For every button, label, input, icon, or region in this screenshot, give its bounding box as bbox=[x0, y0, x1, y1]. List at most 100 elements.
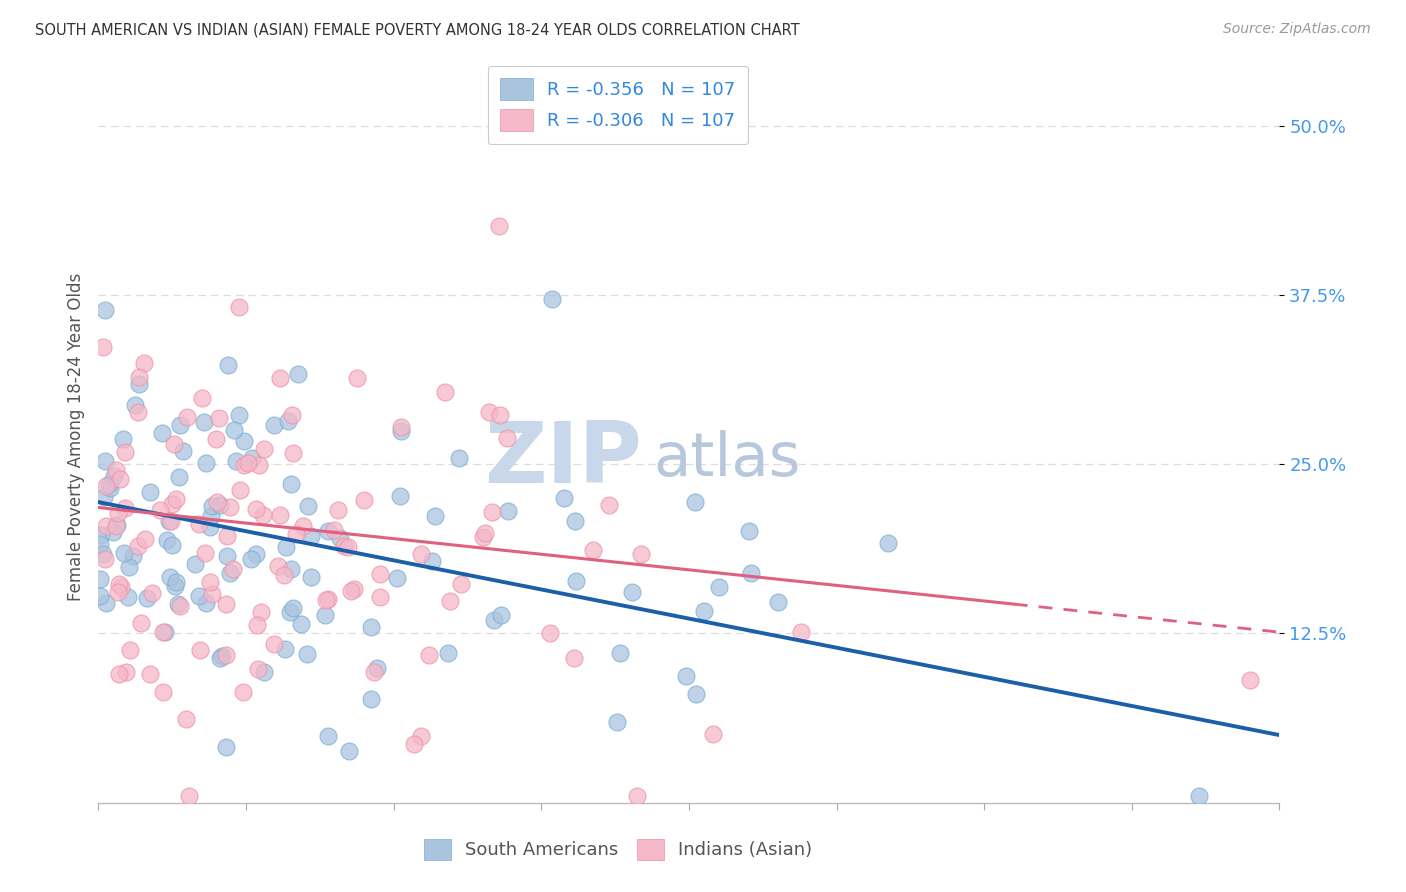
Point bbox=[246, 618, 269, 632]
Point bbox=[346, 370, 368, 384]
Point bbox=[172, 443, 194, 458]
Point bbox=[685, 686, 707, 700]
Point bbox=[245, 547, 267, 561]
Point bbox=[149, 503, 172, 517]
Y-axis label: Female Poverty Among 18-24 Year Olds: Female Poverty Among 18-24 Year Olds bbox=[66, 273, 84, 601]
Point bbox=[498, 504, 520, 518]
Point bbox=[90, 528, 112, 542]
Point bbox=[253, 665, 276, 679]
Point bbox=[239, 551, 262, 566]
Point bbox=[219, 566, 242, 581]
Point bbox=[222, 562, 245, 576]
Point bbox=[360, 620, 382, 634]
Point bbox=[630, 548, 652, 562]
Point bbox=[582, 542, 605, 557]
Point bbox=[115, 665, 138, 679]
Point bbox=[332, 539, 354, 553]
Point bbox=[247, 662, 270, 676]
Text: SOUTH AMERICAN VS INDIAN (ASIAN) FEMALE POVERTY AMONG 18-24 YEAR OLDS CORRELATIO: SOUTH AMERICAN VS INDIAN (ASIAN) FEMALE … bbox=[35, 22, 800, 37]
Point bbox=[193, 415, 215, 429]
Point bbox=[228, 409, 250, 423]
Point bbox=[291, 519, 314, 533]
Point bbox=[598, 498, 620, 512]
Point bbox=[218, 500, 240, 514]
Point bbox=[274, 641, 297, 656]
Point bbox=[222, 423, 245, 437]
Point bbox=[208, 498, 231, 512]
Point bbox=[273, 568, 295, 582]
Point bbox=[439, 594, 461, 608]
Point bbox=[155, 625, 177, 640]
Point bbox=[269, 370, 291, 384]
Point bbox=[339, 584, 361, 599]
Point bbox=[245, 502, 267, 516]
Point bbox=[132, 356, 155, 370]
Point bbox=[200, 508, 222, 523]
Point bbox=[150, 425, 173, 440]
Text: Source: ZipAtlas.com: Source: ZipAtlas.com bbox=[1223, 22, 1371, 37]
Point bbox=[167, 470, 190, 484]
Point bbox=[252, 508, 274, 522]
Point bbox=[160, 538, 183, 552]
Point bbox=[128, 376, 150, 391]
Point bbox=[89, 537, 111, 551]
Point bbox=[232, 684, 254, 698]
Point bbox=[194, 545, 217, 559]
Point bbox=[606, 715, 628, 730]
Point bbox=[201, 500, 224, 514]
Point bbox=[97, 476, 120, 491]
Point bbox=[675, 669, 697, 683]
Point bbox=[108, 667, 131, 681]
Point bbox=[165, 492, 187, 507]
Point bbox=[329, 531, 352, 545]
Point bbox=[363, 665, 385, 680]
Point bbox=[247, 458, 270, 473]
Point bbox=[127, 405, 149, 419]
Point bbox=[225, 453, 247, 467]
Point bbox=[118, 560, 141, 574]
Point bbox=[297, 499, 319, 513]
Point bbox=[337, 744, 360, 758]
Point bbox=[215, 549, 238, 563]
Point bbox=[737, 524, 759, 538]
Point bbox=[217, 529, 239, 543]
Point bbox=[110, 472, 132, 486]
Point bbox=[297, 647, 319, 661]
Point bbox=[489, 408, 512, 422]
Point bbox=[124, 399, 146, 413]
Point bbox=[89, 572, 111, 586]
Point bbox=[388, 489, 411, 503]
Point bbox=[489, 607, 512, 622]
Point bbox=[277, 414, 299, 428]
Point bbox=[107, 585, 129, 599]
Point bbox=[693, 604, 716, 618]
Point bbox=[447, 451, 470, 466]
Point bbox=[481, 505, 503, 519]
Point bbox=[283, 600, 305, 615]
Text: ZIP: ZIP bbox=[484, 417, 641, 500]
Point bbox=[98, 481, 121, 495]
Point bbox=[208, 411, 231, 425]
Legend: South Americans, Indians (Asian): South Americans, Indians (Asian) bbox=[416, 831, 820, 867]
Point bbox=[316, 730, 339, 744]
Point bbox=[278, 605, 301, 619]
Point bbox=[263, 637, 285, 651]
Text: atlas: atlas bbox=[654, 430, 801, 489]
Point bbox=[217, 358, 239, 372]
Point bbox=[366, 660, 388, 674]
Point bbox=[138, 666, 160, 681]
Point bbox=[315, 593, 337, 607]
Point bbox=[209, 651, 232, 665]
Point bbox=[314, 608, 336, 623]
Point bbox=[478, 405, 501, 419]
Point bbox=[188, 516, 211, 531]
Point bbox=[103, 469, 125, 483]
Point bbox=[280, 562, 302, 576]
Point bbox=[423, 508, 446, 523]
Point bbox=[110, 580, 132, 594]
Point bbox=[318, 524, 340, 539]
Point bbox=[169, 599, 191, 613]
Point bbox=[290, 616, 312, 631]
Point bbox=[165, 578, 187, 592]
Point bbox=[368, 566, 391, 581]
